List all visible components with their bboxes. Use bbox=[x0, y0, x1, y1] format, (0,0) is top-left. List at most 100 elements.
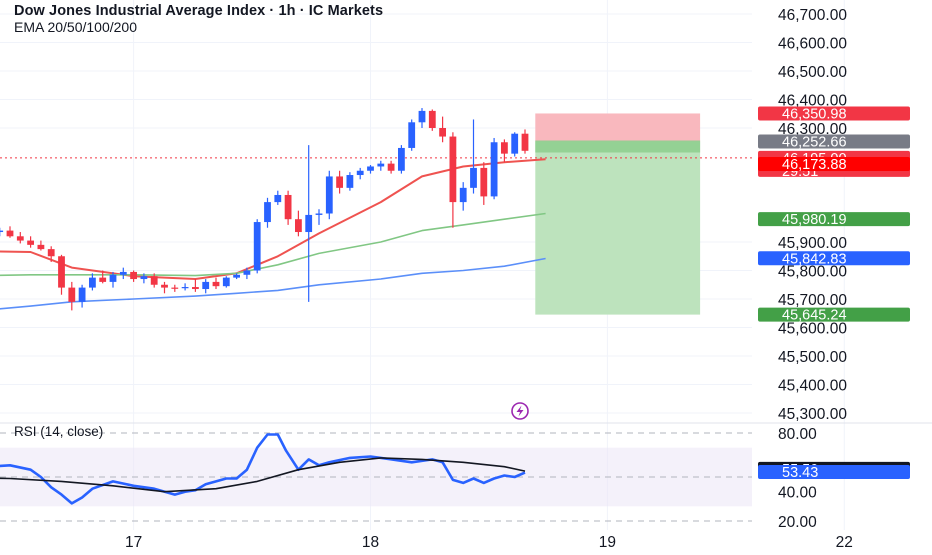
candle-body bbox=[27, 240, 34, 245]
price-badge-text: 45,980.19 bbox=[782, 212, 847, 228]
price-badge-bg bbox=[758, 106, 910, 121]
price-tick-label: 45,500.00 bbox=[778, 349, 847, 366]
candle bbox=[181, 283, 189, 291]
candle bbox=[480, 162, 488, 205]
candle bbox=[171, 284, 179, 292]
candle-body bbox=[428, 110, 436, 128]
price-badge-bg bbox=[758, 212, 910, 227]
price-tick-label: 46,400.00 bbox=[778, 93, 847, 110]
ema-line-ema-50 bbox=[0, 212, 546, 277]
price-badge: 45,645.24 bbox=[758, 307, 910, 324]
candle bbox=[68, 281, 76, 311]
candle-body bbox=[0, 230, 4, 233]
rsi-badge: 53.43 bbox=[758, 464, 910, 481]
candle bbox=[346, 172, 354, 191]
candle bbox=[315, 209, 323, 225]
candle-body bbox=[181, 287, 189, 289]
price-tick-label: 45,300.00 bbox=[778, 406, 847, 423]
candle-body bbox=[68, 287, 76, 302]
candle bbox=[274, 190, 282, 205]
candle-body bbox=[490, 142, 498, 197]
candle-body bbox=[511, 133, 519, 154]
price-badge-bg bbox=[758, 156, 910, 171]
price-badge: 46,173.88 bbox=[758, 156, 910, 173]
candle bbox=[418, 108, 426, 128]
candle-body bbox=[58, 256, 65, 288]
candle-body bbox=[161, 284, 168, 288]
candle bbox=[27, 236, 34, 248]
candle-body bbox=[295, 219, 302, 233]
price-badge: 45,842.83 bbox=[758, 251, 910, 267]
candle-body bbox=[253, 222, 261, 271]
candle bbox=[439, 116, 446, 143]
candle-body bbox=[315, 213, 323, 215]
price-tick-label: 45,400.00 bbox=[778, 378, 847, 395]
rsi-badge-bg bbox=[758, 464, 910, 479]
rsi-title: RSI (14, close) bbox=[14, 424, 104, 439]
rsi-tick-label: 40.00 bbox=[778, 485, 817, 502]
price-badge-text: 46,252.66 bbox=[782, 134, 847, 150]
candle-body bbox=[398, 147, 405, 171]
candle bbox=[470, 119, 477, 194]
candle-body bbox=[233, 274, 240, 278]
candle bbox=[325, 170, 333, 220]
candle bbox=[119, 267, 127, 280]
price-badge: 46,350.98 bbox=[758, 106, 910, 122]
price-tick-label: 46,300.00 bbox=[778, 121, 847, 138]
price-axis: 46,700.0046,600.0046,500.0046,400.0046,3… bbox=[778, 7, 847, 423]
chart-title: Dow Jones Industrial Average Index · 1h … bbox=[14, 3, 384, 19]
rsi-axis: 80.00 40.00 20.00 bbox=[778, 426, 817, 531]
candle bbox=[387, 160, 395, 174]
price-tick-label: 46,500.00 bbox=[778, 64, 847, 81]
price-badge: 45,980.19 bbox=[758, 212, 910, 228]
candle bbox=[0, 227, 4, 237]
candle-body bbox=[408, 122, 416, 148]
price-tick-label: 46,600.00 bbox=[778, 36, 847, 53]
candle-body bbox=[439, 128, 446, 137]
candle bbox=[6, 226, 14, 238]
candle-body bbox=[109, 274, 117, 282]
time-tick-label: 17 bbox=[125, 534, 142, 550]
candle bbox=[140, 273, 148, 284]
candle bbox=[367, 165, 374, 174]
candle-body bbox=[119, 271, 127, 275]
candle-body bbox=[212, 281, 220, 287]
candle bbox=[408, 119, 416, 151]
candle bbox=[449, 132, 457, 228]
candle-body bbox=[418, 110, 426, 123]
candle-body bbox=[387, 163, 395, 171]
candle bbox=[37, 240, 45, 251]
candle-body bbox=[480, 167, 488, 197]
candle-body bbox=[89, 277, 96, 288]
candle-body bbox=[192, 287, 199, 290]
time-tick-label: 19 bbox=[599, 534, 616, 550]
event-marker bbox=[511, 402, 529, 420]
rsi-line bbox=[0, 433, 526, 505]
rsi-tick-label: 20.00 bbox=[778, 514, 817, 531]
price-badge-text: 46,350.98 bbox=[782, 106, 847, 122]
candle bbox=[377, 160, 385, 171]
price-tick-label: 45,600.00 bbox=[778, 321, 847, 338]
rsi-tick-label: 80.00 bbox=[778, 426, 817, 443]
price-tick-label: 45,700.00 bbox=[778, 292, 847, 309]
candle bbox=[398, 145, 405, 174]
candle bbox=[459, 182, 467, 211]
candle-body bbox=[367, 166, 374, 171]
candle-body bbox=[274, 194, 282, 203]
candle-body bbox=[521, 133, 529, 151]
price-badge-text: 46,173.88 bbox=[782, 157, 847, 173]
candle bbox=[501, 139, 508, 163]
price-badge-bg bbox=[758, 251, 910, 266]
candle-body bbox=[222, 277, 230, 287]
ema-line-ema-20 bbox=[0, 158, 546, 280]
candle bbox=[78, 284, 86, 308]
rsi-badge-text: 53.43 bbox=[782, 465, 818, 481]
candle-body bbox=[449, 136, 457, 203]
candle bbox=[58, 254, 65, 295]
candle bbox=[295, 210, 302, 237]
candle bbox=[99, 270, 107, 284]
candle-body bbox=[130, 271, 137, 280]
candle-body bbox=[150, 276, 158, 285]
